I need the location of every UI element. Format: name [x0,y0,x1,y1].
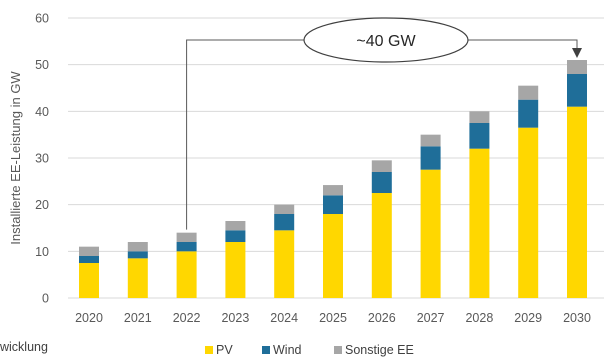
bar-segment-sonstige-ee [274,204,295,214]
bar-segment-pv [176,251,197,298]
bar-segment-pv [274,230,295,298]
y-tick-label: 40 [35,105,49,119]
bar-segment-wind [323,195,343,214]
bar-segment-wind [469,123,490,149]
annotation-ellipse [303,17,469,63]
bar-segment-sonstige-ee [469,111,490,123]
y-tick-label: 20 [35,198,49,212]
bar-segment-wind [225,230,246,242]
x-tick-label: 2028 [465,311,493,325]
bar-segment-pv [420,169,441,298]
legend: PV Wind Sonstige EE [205,343,414,357]
legend-swatch-wind [262,346,270,354]
y-tick-label: 10 [35,245,49,259]
bar-segment-sonstige-ee [225,221,246,231]
y-axis-label: Installierte EE-Leistung in GW [8,71,23,245]
x-tick-label: 2021 [124,311,152,325]
bar-segment-pv [323,214,343,298]
x-tick-label: 2030 [563,311,591,325]
bar-segment-wind [127,251,148,259]
bar-segment-pv [469,148,490,298]
annotation-arrowhead [572,48,582,58]
bar-segment-wind [371,172,392,193]
bar-segment-sonstige-ee [323,185,343,196]
y-tick-label: 0 [42,292,49,306]
bar-segment-wind [176,242,197,252]
annotation: ~40 GW [186,17,582,230]
legend-swatch-sonstige-ee [334,346,342,354]
bar-segment-sonstige-ee [567,60,587,74]
annotation-label: ~40 GW [356,33,416,50]
x-tick-label: 2025 [319,311,347,325]
bar-segment-sonstige-ee [176,232,197,242]
bar-segment-sonstige-ee [127,242,148,252]
bar-segment-sonstige-ee [518,85,539,100]
bar-segment-pv [567,106,587,299]
x-tick-label: 2024 [270,311,298,325]
y-tick-label: 30 [35,152,49,166]
bar-segment-pv [371,193,392,298]
x-tick-label: 2022 [173,311,201,325]
y-tick-label: 50 [35,58,49,72]
bar-segment-wind [420,146,441,170]
x-tick-label: 2029 [514,311,542,325]
bar-segment-wind [518,99,539,128]
y-axis-ticks: 0 10 20 30 40 50 60 [35,12,49,306]
legend-label-wind: Wind [273,343,302,357]
bar-segment-wind [79,256,99,263]
x-tick-label: 2020 [75,311,103,325]
bar-segment-pv [127,258,148,298]
legend-label-sonstige-ee: Sonstige EE [345,343,414,357]
bar-segment-pv [79,263,99,298]
bar-segment-pv [518,127,539,299]
x-tick-label: 2023 [221,311,249,325]
x-tick-label: 2026 [368,311,396,325]
bar-segment-wind [567,74,587,107]
bar-segment-sonstige-ee [371,160,392,172]
bar-segment-wind [274,214,295,231]
caption-fragment: wicklung [0,340,48,354]
legend-swatch-pv [205,346,213,354]
bars [79,60,587,299]
bar-segment-pv [225,242,246,298]
bar-segment-sonstige-ee [420,134,441,147]
x-axis-ticks: 2020 2021 2022 2023 2024 2025 2026 2027 2028 2029… [75,311,591,325]
bar-segment-sonstige-ee [79,246,99,256]
y-tick-label: 60 [35,12,49,26]
x-tick-label: 2027 [417,311,445,325]
legend-label-pv: PV [216,343,233,357]
